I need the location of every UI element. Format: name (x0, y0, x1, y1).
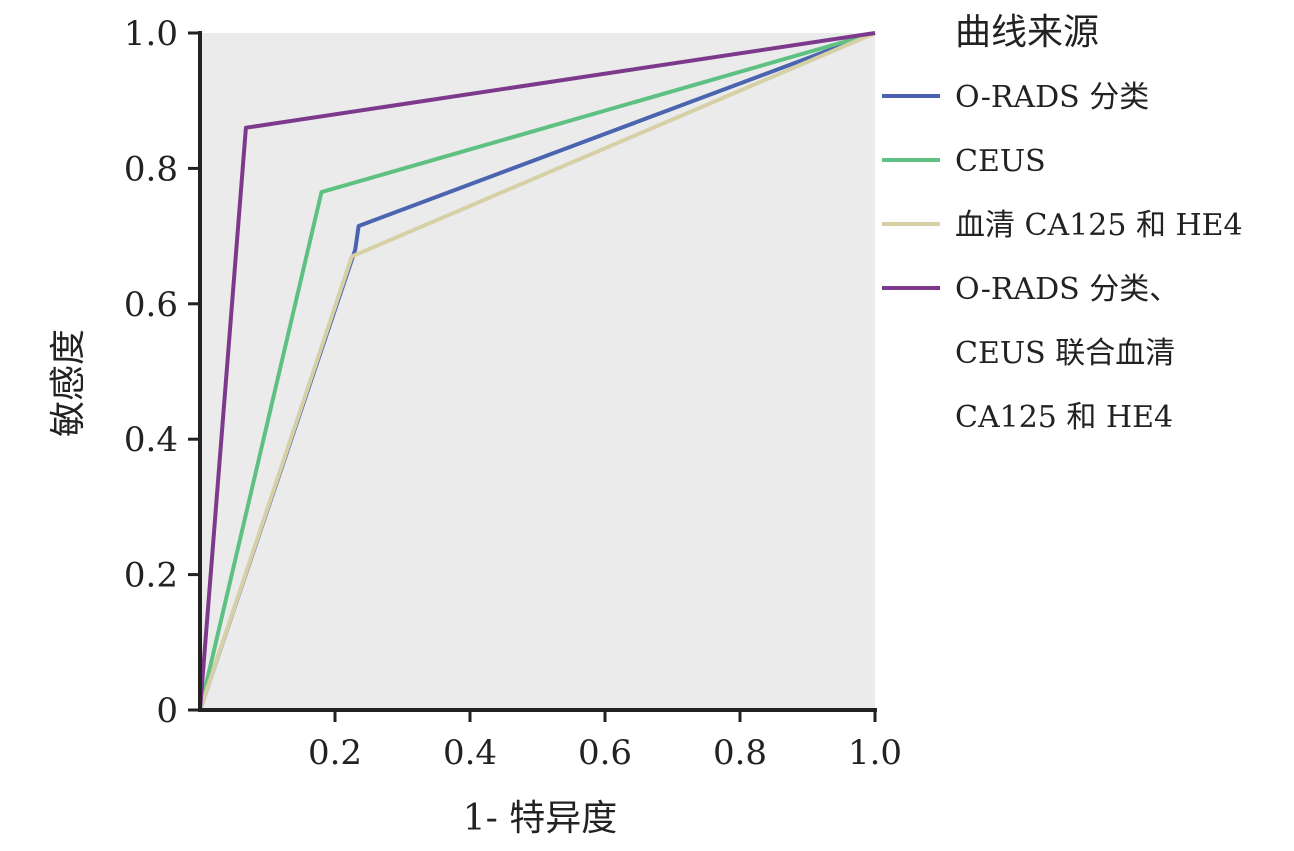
y-tick-label: 0.6 (124, 285, 178, 325)
series-line-3 (198, 31, 876, 711)
y-tick-label: 0.8 (124, 149, 178, 189)
x-tick-label: 1.0 (848, 733, 902, 773)
y-tick-label: 1.0 (124, 14, 178, 54)
x-tick-label: 0.6 (578, 733, 632, 773)
x-tick-label: 0.4 (443, 733, 497, 773)
legend-title: 曲线来源 (955, 12, 1099, 53)
x-tick-label: 0.8 (713, 733, 767, 773)
axes (198, 31, 877, 712)
legend-label-2: CEUS (955, 144, 1046, 179)
legend-label-4: O-RADS 分类、 (955, 272, 1179, 307)
legend: O-RADS 分类 CEUS 血清 CA125 和 HE4 O-RADS 分类、 CEU… (882, 80, 1243, 435)
y-axis-title: 敏感度 (48, 329, 89, 437)
legend-label-3: 血清 CA125 和 HE4 (955, 208, 1243, 243)
x-tick-label: 0.2 (308, 733, 362, 773)
series-layer (198, 31, 876, 711)
y-ticks: 0 0.2 0.4 0.6 0.8 1.0 (124, 14, 200, 731)
legend-label-4: CEUS 联合血清 (955, 336, 1175, 371)
series-line-4 (198, 31, 876, 711)
y-tick-label: 0.2 (124, 556, 178, 596)
x-ticks: 0.2 0.4 0.6 0.8 1.0 (308, 710, 902, 773)
legend-label-4: CA125 和 HE4 (955, 400, 1173, 435)
series-line-2 (198, 31, 876, 711)
legend-label-1: O-RADS 分类 (955, 80, 1149, 115)
x-axis-title: 1- 特异度 (463, 798, 618, 839)
y-tick-label: 0.4 (124, 420, 178, 460)
plot-background (200, 33, 875, 710)
y-tick-label: 0 (156, 691, 178, 731)
